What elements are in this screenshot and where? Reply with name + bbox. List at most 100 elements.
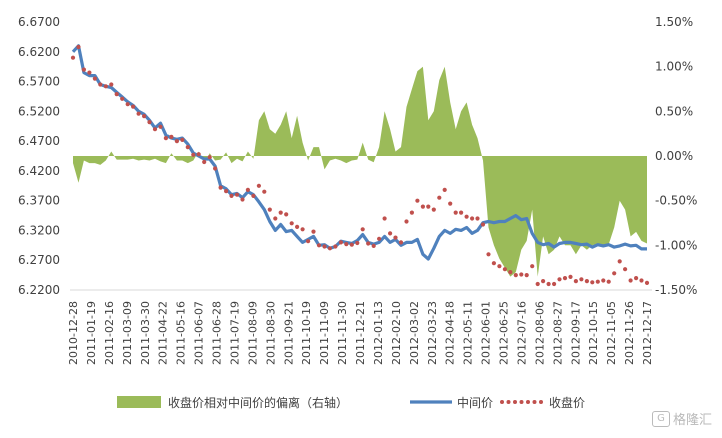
x-tick-label: 2012-04-18 <box>444 301 457 365</box>
close-price-point <box>70 55 76 60</box>
close-price-point <box>595 279 600 284</box>
close-price-point <box>552 281 557 287</box>
close-price-point <box>524 273 529 278</box>
close-price-point <box>366 241 371 246</box>
left-tick-label: 6.4200 <box>18 164 60 178</box>
x-tick-label: 2011-06-28 <box>211 301 224 365</box>
close-price-point <box>213 166 218 171</box>
close-price-point <box>349 242 354 247</box>
x-tick-label: 2012-03-02 <box>408 301 421 365</box>
close-price-dots-group <box>70 44 650 287</box>
left-tick-label: 6.2700 <box>18 253 60 267</box>
right-tick-label: -1.00% <box>655 238 697 252</box>
deviation-area <box>73 66 647 277</box>
close-price-point <box>459 210 464 215</box>
close-price-point <box>284 212 289 217</box>
legend-label-deviation: 收盘价相对中间价的偏离（右轴） <box>168 395 348 410</box>
close-price-point <box>371 243 376 248</box>
x-tick-label: 2011-08-30 <box>264 301 277 365</box>
close-price-point <box>568 274 573 279</box>
right-tick-label: 1.00% <box>655 60 693 74</box>
left-tick-label: 6.4700 <box>18 134 60 148</box>
close-price-point <box>311 229 316 234</box>
close-price-point <box>639 278 644 283</box>
close-price-point <box>338 240 343 245</box>
close-price-point <box>497 264 502 269</box>
left-axis-ticks: 6.6700 6.6200 6.5700 6.5200 6.4700 6.4200 6.37… <box>18 15 60 297</box>
close-price-point <box>426 204 431 209</box>
left-tick-label: 6.6700 <box>18 15 60 29</box>
close-price-point <box>590 280 595 285</box>
close-price-point <box>541 279 546 284</box>
close-price-point <box>327 246 332 251</box>
legend-swatch-close-dot <box>539 400 543 404</box>
x-axis-ticks: 2010-12-28 2011-01-19 2011-02-16 2011-03-09… <box>67 301 654 365</box>
x-tick-label: 2012-06-01 <box>480 301 493 365</box>
legend-swatch-close-dot <box>500 400 504 404</box>
close-price-point <box>278 210 283 215</box>
close-price-point <box>442 187 447 192</box>
close-price-point <box>557 277 562 282</box>
close-price-point <box>464 214 469 219</box>
close-price-point <box>295 224 300 229</box>
close-price-point <box>218 185 223 190</box>
close-price-point <box>475 216 480 221</box>
x-tick-label: 2012-09-17 <box>569 301 582 365</box>
close-price-point <box>491 261 496 266</box>
close-price-point <box>196 152 201 157</box>
close-price-point <box>409 210 414 215</box>
mid-price-line-group <box>71 44 647 261</box>
right-tick-label: 1.50% <box>655 15 693 29</box>
close-price-point <box>306 239 311 244</box>
close-price-point <box>344 242 349 247</box>
close-price-point <box>377 236 382 241</box>
x-tick-label: 2011-11-09 <box>318 301 331 365</box>
close-price-point <box>169 134 174 139</box>
x-tick-label: 2011-03-30 <box>139 301 152 365</box>
close-price-point <box>584 279 590 284</box>
close-price-point <box>453 210 458 215</box>
close-price-point <box>360 227 365 232</box>
close-price-point <box>240 197 245 202</box>
close-price-point <box>289 221 294 226</box>
watermark-logo-icon: G <box>651 410 670 427</box>
close-price-point <box>562 276 568 281</box>
close-price-point <box>109 82 114 87</box>
close-price-point <box>316 243 322 248</box>
right-tick-label: -1.50% <box>655 283 697 297</box>
deviation-area-group <box>73 66 647 277</box>
close-price-point <box>300 227 305 232</box>
x-tick-label: 2012-03-23 <box>426 301 439 365</box>
close-price-point <box>234 192 240 197</box>
left-tick-label: 6.5200 <box>18 104 60 118</box>
x-tick-label: 2012-08-27 <box>551 301 564 365</box>
x-tick-label: 2012-05-11 <box>462 301 475 365</box>
x-tick-label: 2012-07-16 <box>515 301 528 365</box>
close-price-point <box>163 136 168 141</box>
right-tick-label: 0.00% <box>655 149 693 163</box>
close-price-point <box>398 240 404 245</box>
x-tick-label: 2011-01-19 <box>85 301 98 365</box>
close-price-point <box>628 278 633 283</box>
right-tick-label: 0.50% <box>655 104 693 118</box>
x-tick-label: 2012-02-10 <box>390 301 403 365</box>
legend-swatch-close-dot <box>532 400 537 404</box>
close-price-point <box>502 267 507 272</box>
right-axis-ticks: 1.50% 1.00% 0.50% 0.00% -0.50% -1.00% -1.50% <box>655 15 697 297</box>
close-price-point <box>191 152 196 157</box>
close-price-point <box>251 193 256 198</box>
left-tick-label: 6.6200 <box>18 45 60 59</box>
close-price-point <box>437 195 442 200</box>
close-price-point <box>393 235 398 240</box>
close-price-point <box>617 259 622 264</box>
x-tick-label: 2011-03-09 <box>121 301 134 365</box>
close-price-point <box>120 96 125 101</box>
x-tick-label: 2012-08-06 <box>533 301 546 365</box>
close-price-point <box>114 92 119 97</box>
left-tick-label: 6.3700 <box>18 194 60 208</box>
close-price-point <box>601 278 606 283</box>
left-tick-label: 6.3200 <box>18 223 60 237</box>
x-tick-label: 2011-08-09 <box>246 301 259 365</box>
close-price-point <box>382 216 387 221</box>
